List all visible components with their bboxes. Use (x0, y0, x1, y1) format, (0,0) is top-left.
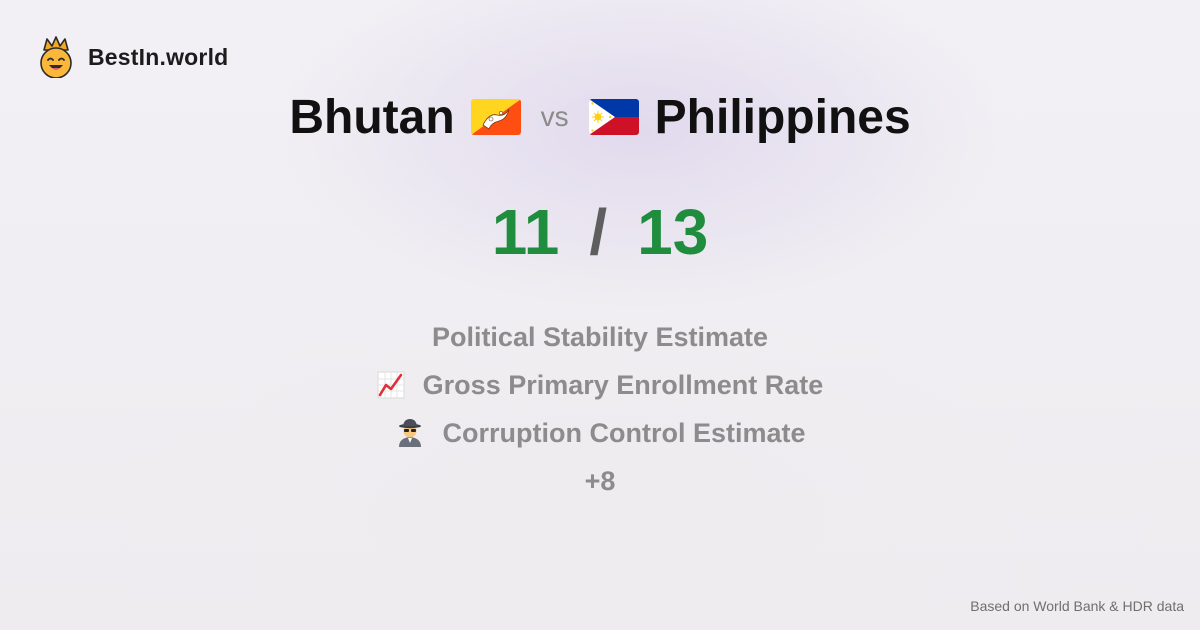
metric-label: Political Stability Estimate (431, 321, 769, 352)
more-count-label: +8 (584, 465, 616, 496)
data-source-note: Based on World Bank & HDR data (970, 598, 1184, 614)
crown-smiley-icon (38, 36, 74, 78)
right-country-name: Philippines (654, 90, 911, 144)
metric-item: Political Stability Estimate (432, 313, 768, 361)
metric-label: Gross Primary Enrollment Rate (422, 369, 824, 400)
brand-logo-link[interactable]: BestIn.world (38, 36, 228, 78)
metric-item: Corruption Control Estimate (395, 409, 806, 457)
vs-label: vs (540, 101, 569, 132)
score-separator: / (589, 196, 608, 268)
page-title: Bhutan vs (0, 84, 1200, 150)
metric-list: Political Stability Estimate Gross Prima… (0, 313, 1200, 505)
spy-icon (395, 418, 425, 448)
more-metrics-count: +8 (585, 457, 616, 505)
score: 11 / 13 (0, 192, 1200, 272)
left-score: 11 (491, 196, 560, 268)
left-country-name: Bhutan (289, 90, 455, 144)
philippines-flag-icon (588, 99, 639, 135)
bhutan-flag-icon (470, 99, 521, 135)
chart-increasing-icon (377, 371, 405, 399)
right-score: 13 (637, 196, 709, 268)
brand-name: BestIn.world (88, 43, 229, 70)
metric-item: Gross Primary Enrollment Rate (377, 361, 824, 409)
metric-label: Corruption Control Estimate (442, 417, 806, 448)
